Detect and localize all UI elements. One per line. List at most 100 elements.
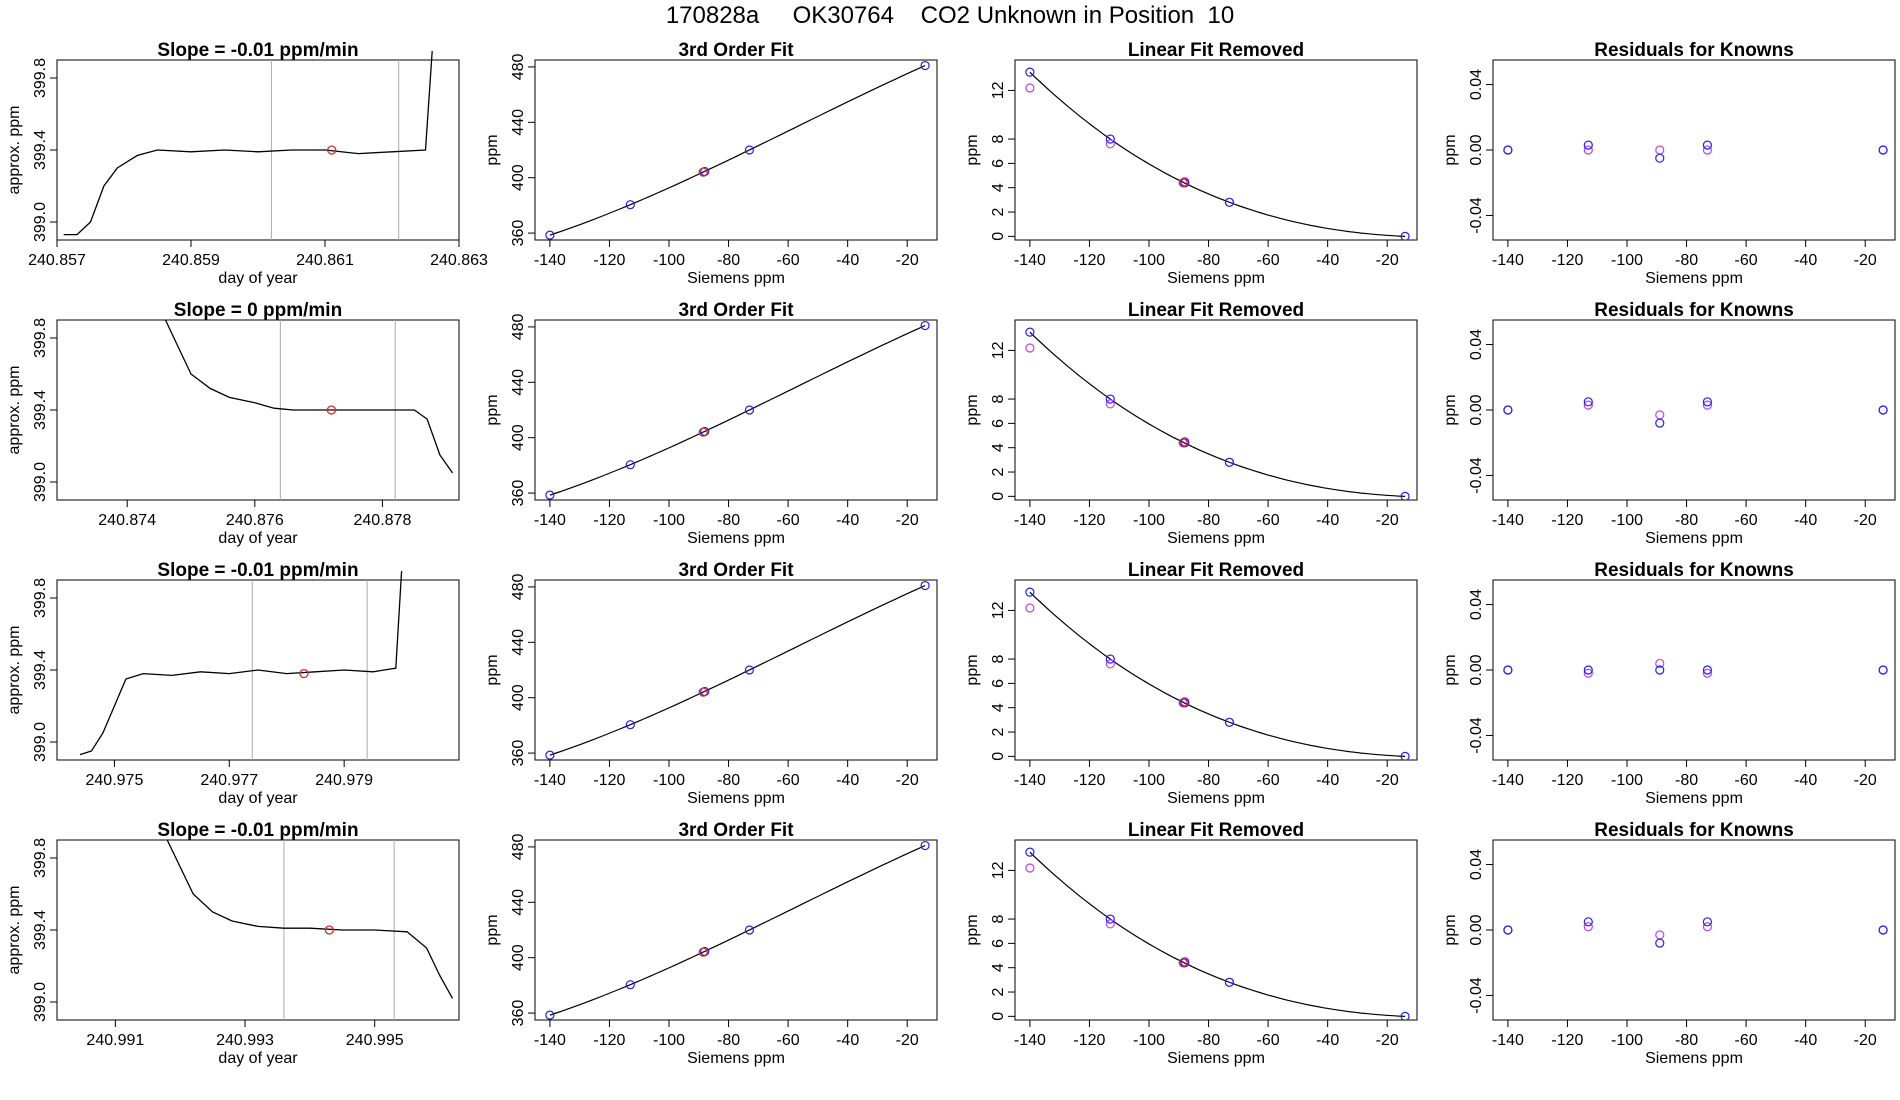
panel-title: Linear Fit Removed	[1128, 40, 1304, 61]
plot-data	[79, 570, 403, 760]
known-point	[1400, 1011, 1410, 1020]
known-measured-point	[1702, 400, 1713, 410]
y-tick-label: 480	[510, 313, 527, 340]
y-tick-label: 8	[990, 395, 1007, 404]
x-tick-label: -40	[1316, 772, 1339, 789]
x-tick-label: -80	[1197, 252, 1220, 269]
x-tick-label: -120	[593, 1032, 625, 1049]
x-tick-label: -100	[653, 252, 685, 269]
known-point	[1503, 145, 1513, 155]
panel-4-3: Linear Fit Removed -140 -120 -100 -80 -60 -40 -…	[964, 820, 1418, 1067]
y-tick-label: 0	[990, 1012, 1007, 1021]
x-tick-label: -60	[1735, 512, 1758, 529]
series-line	[166, 839, 454, 999]
x-tick-label: -80	[717, 252, 740, 269]
panel-2-1: Slope = 0 ppm/min 240.874 240.876 240.878 39…	[6, 300, 460, 547]
y-tick-label: -0.04	[1468, 717, 1485, 754]
x-tick-label: -20	[1376, 252, 1399, 269]
panel-title: Slope = -0.01 ppm/min	[157, 820, 358, 841]
unknown-point	[698, 427, 708, 437]
x-tick-label: -100	[1611, 252, 1643, 269]
panel-title: 3rd Order Fit	[678, 300, 794, 321]
fit-curve	[549, 64, 926, 236]
x-tick-label: 240.859	[162, 252, 220, 269]
panel-title: Slope = -0.01 ppm/min	[157, 560, 358, 581]
x-axis-label: day of year	[218, 530, 298, 547]
known-measured-point	[1655, 410, 1665, 420]
x-tick-label: -140	[1492, 772, 1524, 789]
x-tick-label: -120	[593, 252, 625, 269]
plot-frame	[534, 59, 938, 241]
known-measured-point	[1583, 922, 1593, 932]
unknown-point	[1178, 958, 1188, 968]
fit-curve	[1029, 591, 1406, 757]
x-tick-label: -100	[1133, 252, 1165, 269]
panel-title: Residuals for Knowns	[1594, 820, 1794, 841]
known-point	[1655, 938, 1665, 948]
fit-curve	[549, 584, 926, 756]
known-measured-point	[1702, 668, 1713, 678]
y-tick-label: 0.00	[1468, 134, 1485, 165]
known-measured-point	[1583, 668, 1593, 678]
x-tick-label: -80	[1197, 772, 1220, 789]
x-tick-label: -100	[653, 512, 685, 529]
y-tick-label: 12	[990, 81, 1007, 99]
y-tick-label: 8	[990, 135, 1007, 144]
x-tick-label: -80	[1675, 772, 1698, 789]
y-axis-label: approx. ppm	[6, 366, 23, 455]
y-tick-label: 0	[990, 752, 1007, 761]
x-tick-label: -20	[896, 252, 919, 269]
y-axis-label: ppm	[964, 394, 981, 425]
y-tick-label: 12	[990, 601, 1007, 619]
panel-3-3: Linear Fit Removed -140 -120 -100 -80 -60 -40 -…	[964, 560, 1418, 807]
fit-curve	[549, 324, 926, 496]
x-tick-label: -60	[1257, 772, 1280, 789]
panel-title: Slope = -0.01 ppm/min	[157, 40, 358, 61]
panel-title: 3rd Order Fit	[678, 560, 794, 581]
x-tick-label: -140	[1014, 512, 1046, 529]
x-tick-label: 240.991	[86, 1032, 144, 1049]
known-point	[545, 1010, 555, 1020]
series-line	[164, 319, 454, 474]
x-tick-label: -20	[1376, 772, 1399, 789]
known-point	[1224, 457, 1235, 467]
x-tick-label: 240.995	[346, 1032, 404, 1049]
x-tick-label: -140	[534, 1032, 566, 1049]
x-tick-label: -100	[1133, 512, 1165, 529]
y-tick-label: 0.00	[1468, 914, 1485, 945]
y-axis-label: ppm	[964, 654, 981, 685]
x-tick-label: -140	[534, 252, 566, 269]
unknown-point	[698, 167, 708, 177]
x-tick-label: 240.979	[315, 772, 373, 789]
panel-1-1: Slope = -0.01 ppm/min 240.857 240.859 240.8…	[6, 40, 488, 287]
known-point	[920, 580, 930, 591]
y-tick-label: 2	[990, 987, 1007, 996]
plot-data	[1503, 658, 1888, 678]
known-point	[1503, 405, 1513, 415]
y-tick-label: 2	[990, 727, 1007, 736]
plot-frame	[1492, 319, 1896, 501]
x-tick-label: -60	[1735, 772, 1758, 789]
y-tick-label: 360	[510, 740, 527, 767]
known-point	[1878, 145, 1888, 155]
known-point	[1702, 917, 1713, 927]
unknown-point	[326, 405, 337, 415]
fit-curve	[1029, 331, 1406, 497]
y-tick-label: 440	[510, 109, 527, 136]
known-point	[1878, 925, 1888, 935]
y-tick-label: 4	[990, 183, 1007, 192]
panel-2-2: 3rd Order Fit -140 -120 -100 -80 -60 -40 -20 360…	[484, 300, 938, 547]
known-point	[1702, 140, 1713, 150]
panel-title: Residuals for Knowns	[1594, 560, 1794, 581]
known-measured-point	[1583, 400, 1593, 410]
x-axis-label: Siemens ppm	[687, 790, 785, 807]
x-tick-label: -80	[717, 512, 740, 529]
y-tick-label: -0.04	[1468, 977, 1485, 1014]
known-point	[1583, 397, 1593, 407]
fit-curve	[1029, 851, 1406, 1017]
y-tick-label: 399.0	[32, 462, 49, 502]
x-tick-label: -120	[1073, 1032, 1105, 1049]
x-tick-label: -100	[653, 772, 685, 789]
x-tick-label: -60	[1735, 1032, 1758, 1049]
